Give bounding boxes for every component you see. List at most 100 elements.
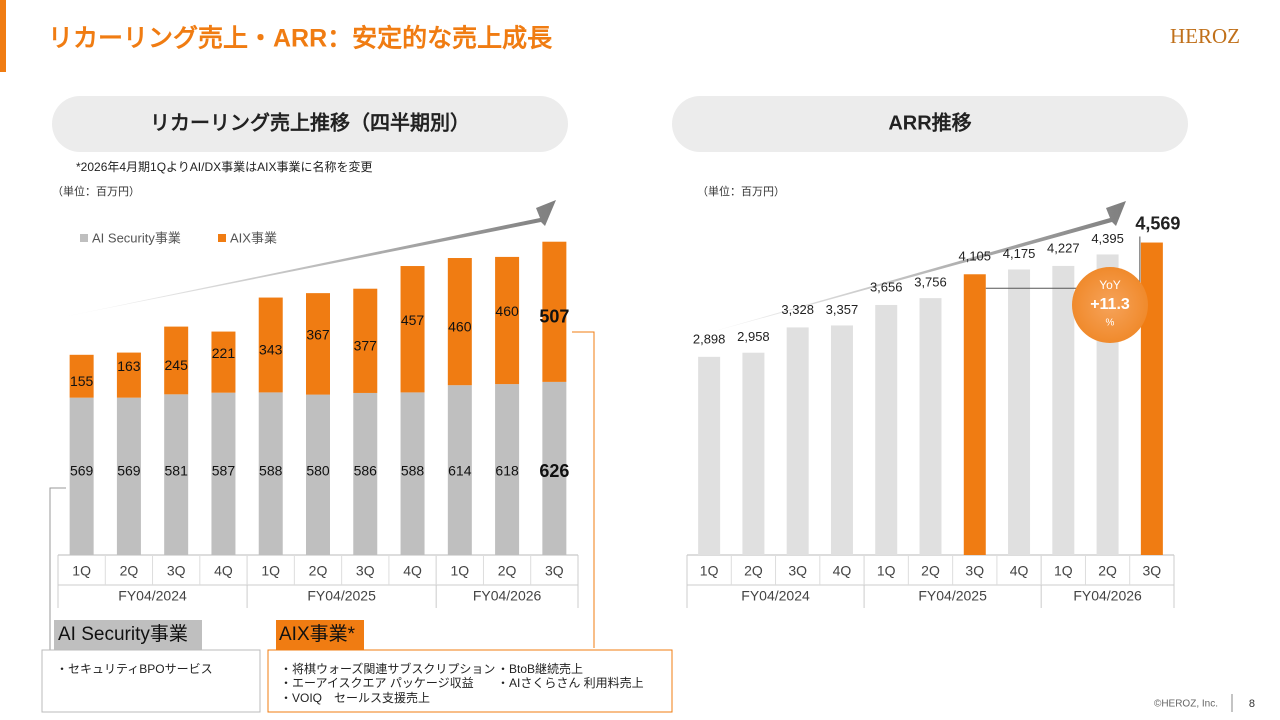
x-tick-label: 3Q: [788, 563, 807, 579]
page-number: 8: [1249, 698, 1255, 710]
x-tick-label: 3Q: [545, 563, 564, 579]
box: [41, 649, 261, 713]
group-label: FY04/2025: [918, 588, 987, 604]
page-title: リカーリング売上・ARR：安定的な売上成長: [48, 24, 553, 53]
x-tick-label: 1Q: [700, 563, 719, 579]
bar: [830, 325, 853, 555]
box-item: ・AIさくらさん 利用料売上: [497, 675, 644, 690]
x-tick-label: 2Q: [498, 563, 517, 579]
x-tick-label: 2Q: [921, 563, 940, 579]
yoy-circle: [1072, 267, 1148, 343]
data-label: 569: [70, 463, 94, 479]
data-label: 618: [495, 463, 519, 479]
data-label: 587: [212, 463, 236, 479]
x-tick-label: 2Q: [309, 563, 328, 579]
box-item: ・セキュリティBPOサービス: [56, 662, 213, 676]
group-label: FY04/2024: [118, 588, 187, 604]
box-item: ・VOIQ セールス支援売上: [280, 690, 430, 705]
bar: [786, 327, 809, 555]
data-label: 155: [70, 373, 94, 389]
accent-bar: [0, 0, 6, 72]
x-tick-label: 3Q: [356, 563, 375, 579]
bar-segment: [542, 381, 567, 555]
data-label: 163: [117, 358, 141, 374]
bar-segment: [258, 297, 283, 393]
bar-segment: [69, 397, 94, 555]
bar-segment: [211, 331, 236, 393]
x-tick-label: 3Q: [167, 563, 186, 579]
legend-label: AIX事業: [230, 230, 277, 245]
title-pill: [52, 96, 568, 152]
data-label: 586: [354, 463, 378, 479]
title-pill: [672, 96, 1188, 152]
bar-segment: [116, 352, 141, 398]
bar-segment: [353, 392, 378, 555]
bar-segment: [306, 293, 330, 395]
data-label: 4,569: [1135, 213, 1180, 233]
bar: [963, 274, 986, 555]
data-label: 457: [401, 312, 425, 328]
bar: [875, 304, 898, 555]
bar-segment: [258, 392, 283, 555]
bar: [742, 352, 765, 555]
box-item: ・エーアイスクエア パッケージ収益: [280, 676, 474, 690]
bar-segment: [164, 394, 189, 555]
x-tick-label: 1Q: [877, 563, 896, 579]
x-tick-label: 4Q: [833, 563, 852, 579]
box-title: AI Security事業: [58, 623, 188, 645]
yoy-value: +11.3: [1090, 296, 1130, 313]
data-label: 614: [448, 463, 472, 479]
yoy-label: YoY: [1099, 278, 1121, 292]
data-label: 2,958: [737, 329, 770, 344]
x-tick-label: 4Q: [1010, 563, 1029, 579]
box-title-bg: [54, 620, 202, 650]
group-label: FY04/2026: [473, 588, 542, 604]
data-label: 2,898: [693, 331, 726, 346]
bar: [1140, 242, 1163, 555]
data-label: 3,328: [781, 302, 814, 317]
data-label: 580: [306, 463, 330, 479]
data-label: 460: [495, 303, 519, 319]
legend-label: AI Security事業: [92, 230, 181, 245]
connector: [572, 331, 595, 648]
bar-segment: [400, 392, 425, 555]
bar: [1052, 265, 1075, 555]
data-label: 588: [259, 463, 283, 479]
bar: [1008, 269, 1031, 555]
yoy-unit: %: [1106, 318, 1115, 329]
box-item: ・将棋ウォーズ関連サブスクリプション: [280, 661, 495, 676]
chart-title: リカーリング売上推移（四半期別）: [150, 110, 470, 134]
data-label: 3,656: [870, 279, 903, 294]
group-label: FY04/2026: [1073, 588, 1142, 604]
data-label: 569: [117, 463, 141, 479]
box: [267, 649, 673, 713]
bar-segment: [306, 394, 330, 555]
bar-segment: [116, 397, 141, 555]
x-tick-label: 4Q: [403, 563, 422, 579]
bar: [698, 356, 721, 555]
logo: HEROZ: [1170, 24, 1240, 48]
bar-segment: [542, 241, 567, 382]
data-label: 377: [354, 338, 378, 354]
legend-swatch: [218, 234, 226, 242]
x-tick-label: 2Q: [120, 563, 139, 579]
connector: [49, 487, 66, 650]
box-title: AIX事業*: [279, 623, 356, 645]
data-label: 245: [165, 357, 189, 373]
bar-segment: [164, 326, 189, 395]
x-tick-label: 3Q: [965, 563, 984, 579]
data-label: 3,756: [914, 275, 947, 290]
data-label: 4,395: [1091, 231, 1124, 246]
copyright: ©HEROZ, Inc.: [1154, 699, 1218, 710]
x-tick-label: 4Q: [214, 563, 233, 579]
x-tick-label: 2Q: [744, 563, 763, 579]
data-label: 507: [539, 307, 569, 327]
data-label: 367: [306, 327, 330, 343]
x-tick-label: 1Q: [261, 563, 280, 579]
legend-swatch: [80, 234, 88, 242]
data-label: 343: [259, 342, 283, 358]
x-tick-label: 2Q: [1098, 563, 1117, 579]
data-label: 4,175: [1003, 246, 1036, 261]
x-tick-label: 1Q: [450, 563, 469, 579]
